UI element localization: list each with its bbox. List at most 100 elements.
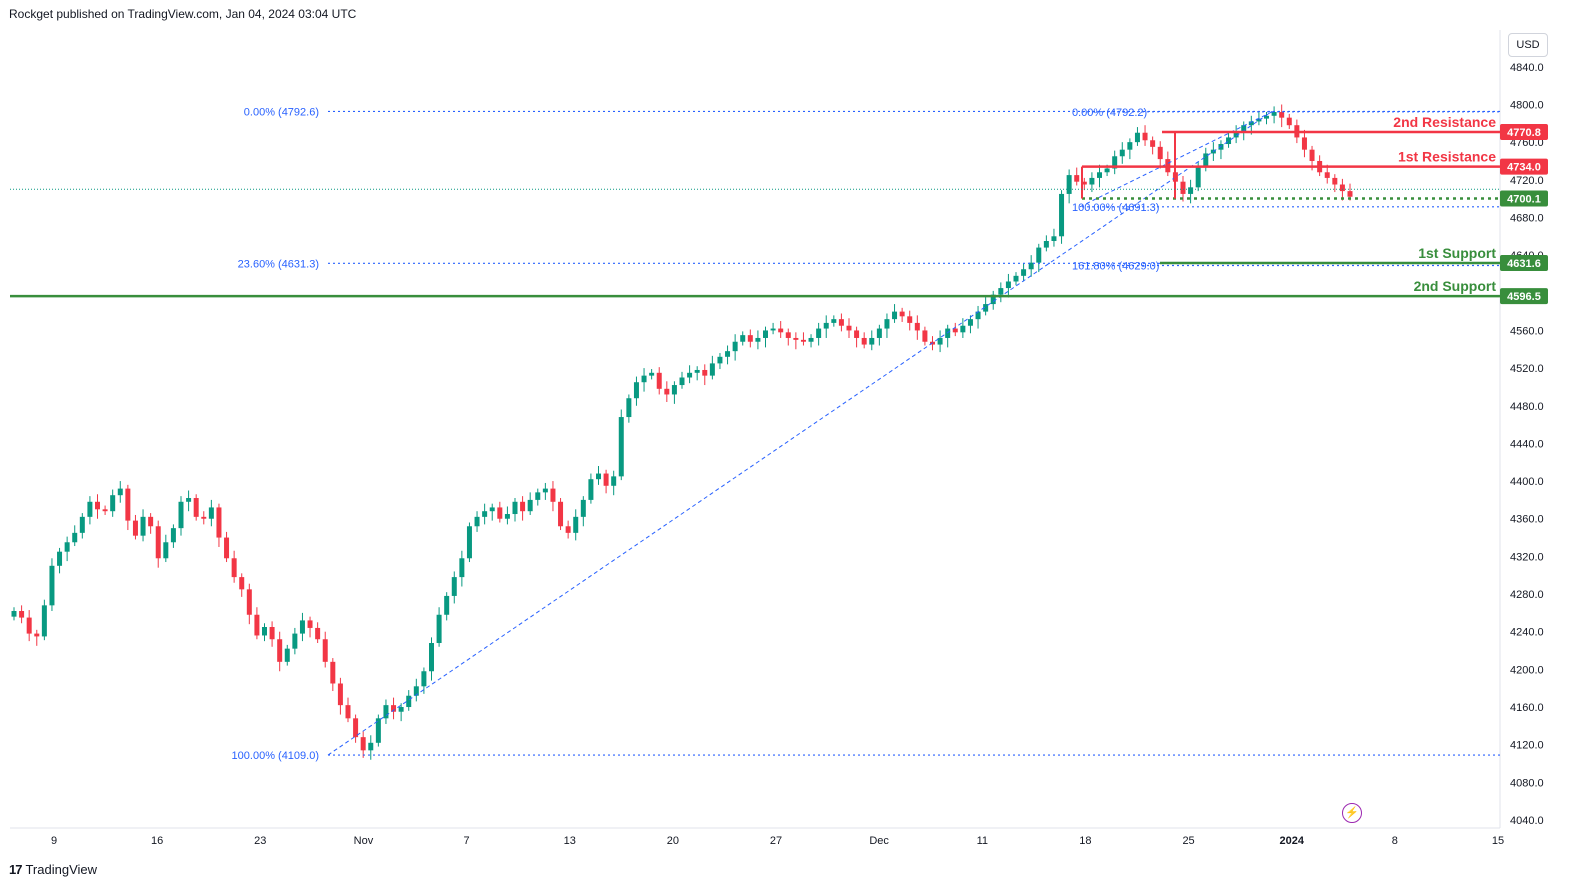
candle-body [262, 627, 267, 636]
candle-body [960, 325, 966, 333]
x-tick-label: 18 [1079, 835, 1091, 847]
candle-body [861, 337, 867, 345]
candle-body [763, 330, 768, 338]
chart-svg[interactable]: 4840.04800.04760.04720.04680.04640.04600… [10, 30, 1568, 850]
candle-body [1347, 191, 1353, 197]
level-annotation: 2nd Support [1414, 278, 1497, 294]
candle-body [967, 319, 973, 326]
candle-body [497, 507, 503, 519]
candle-body [208, 507, 214, 519]
y-tick-label: 4720.0 [1510, 175, 1544, 187]
price-label-box [1500, 123, 1548, 140]
candle-body [201, 516, 207, 519]
candle-body [1005, 281, 1011, 289]
candle-body [884, 319, 890, 329]
candle-body [49, 565, 55, 606]
fib-level-label: 161.80% (4629.0) [1072, 260, 1159, 272]
x-tick-label: 20 [667, 835, 679, 847]
tradingview-logo-icon: 17 [9, 862, 23, 877]
x-tick-label: 27 [770, 835, 782, 847]
candle-body [178, 501, 184, 529]
candle-body [1134, 132, 1140, 143]
candle-body [907, 316, 913, 323]
y-tick-label: 4080.0 [1510, 777, 1544, 789]
candle-body [702, 369, 708, 376]
x-tick-label: 8 [1392, 835, 1398, 847]
candle-body [1150, 140, 1156, 147]
y-tick-label: 4760.0 [1510, 137, 1544, 149]
x-tick-label: 16 [151, 835, 163, 847]
candle-body [527, 499, 533, 512]
candle-body [1286, 117, 1292, 126]
lightning-icon[interactable]: ⚡ [1342, 803, 1362, 823]
x-tick-label: 2024 [1279, 835, 1304, 847]
candle-body [823, 322, 829, 329]
candle-body [1028, 262, 1034, 270]
candle-body [975, 311, 981, 320]
candle-body [1081, 181, 1087, 185]
candle-body [1332, 177, 1338, 185]
candle-body [1066, 175, 1072, 194]
candle-body [466, 526, 472, 559]
candle-body [914, 322, 920, 331]
candle-body [148, 516, 154, 527]
candle-body [732, 341, 738, 352]
candle-body [990, 294, 996, 305]
price-label-text: 4596.5 [1507, 291, 1541, 303]
candle-body [79, 516, 85, 533]
candle-body [277, 639, 283, 662]
currency-button[interactable]: USD [1508, 33, 1548, 57]
fib-trend-line [327, 111, 1273, 756]
candle-body [565, 526, 571, 533]
candle-body [1279, 112, 1285, 118]
candle-body [110, 495, 116, 512]
candle-body [1188, 187, 1194, 194]
candle-body [611, 476, 617, 486]
candle-body [717, 356, 723, 364]
candle-body [383, 705, 389, 719]
candle-body [770, 328, 776, 331]
candle-body [1301, 137, 1307, 150]
candle-body [246, 589, 252, 615]
candle-body [1203, 153, 1209, 166]
candle-body [679, 377, 685, 386]
candle-body [793, 337, 799, 340]
candle-body [573, 516, 579, 533]
candle-body [34, 633, 40, 637]
candle-body [922, 330, 928, 342]
y-tick-label: 4840.0 [1510, 62, 1544, 74]
candle-body [520, 501, 526, 512]
candle-body [459, 558, 465, 578]
candle-body [504, 514, 510, 519]
tradingview-brand[interactable]: 17 TradingView [9, 862, 97, 877]
candle-body [694, 369, 700, 373]
candle-body [163, 542, 169, 559]
candle-body [337, 683, 343, 706]
candle-body [1233, 132, 1239, 138]
price-chart[interactable]: 4840.04800.04760.04720.04680.04640.04600… [10, 30, 1568, 850]
candle-body [1013, 275, 1019, 282]
candle-body [269, 627, 275, 640]
candle-body [869, 337, 875, 345]
x-tick-label: 15 [1492, 835, 1504, 847]
x-tick-label: 25 [1182, 835, 1194, 847]
x-tick-label: 9 [51, 835, 57, 847]
candle-body [474, 516, 480, 527]
candle-body [345, 705, 351, 719]
y-tick-label: 4360.0 [1510, 514, 1544, 526]
candle-body [725, 351, 731, 357]
y-tick-label: 4280.0 [1510, 589, 1544, 601]
candle-body [406, 695, 412, 708]
price-label-box [1500, 158, 1548, 175]
candle-body [353, 718, 359, 738]
x-tick-label: Dec [869, 835, 889, 847]
candle-body [429, 643, 434, 672]
candle-body [740, 335, 746, 342]
candle-body [87, 501, 93, 517]
candle-body [588, 479, 594, 500]
candle-body [239, 577, 245, 590]
y-tick-label: 4320.0 [1510, 551, 1544, 563]
candle-body [945, 328, 951, 338]
candle-body [876, 328, 882, 338]
candle-body [983, 304, 989, 312]
